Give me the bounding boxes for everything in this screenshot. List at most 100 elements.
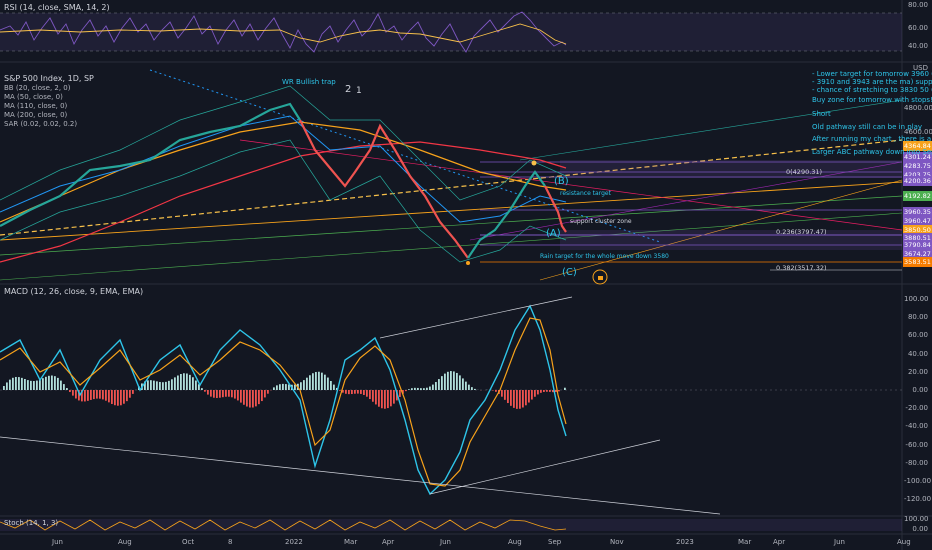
symbol-title[interactable]: S&P 500 Index, 1D, SP — [4, 74, 94, 83]
indicator-ma110[interactable]: MA (110, close, 0) — [4, 102, 68, 110]
price-tag: 3583.51 — [903, 257, 932, 267]
price-tag: 4192.82 — [903, 191, 932, 201]
macd-bar — [246, 390, 248, 407]
annotation-rain: Rain target for the whole move down 3580 — [540, 253, 669, 260]
macd-bar — [156, 381, 158, 390]
macd-bar — [384, 390, 386, 409]
macd-bar — [504, 390, 506, 400]
macd-bar — [153, 380, 155, 390]
bb-lower — [0, 139, 567, 263]
macd-bar — [198, 384, 200, 390]
macd-bar — [216, 390, 218, 399]
macd-bar — [294, 384, 296, 390]
macd-bar — [285, 384, 287, 390]
price-tag: 3880.51 — [903, 233, 932, 243]
macd-line — [0, 304, 567, 496]
price-tag: 4200.36 — [903, 176, 932, 186]
macd-bar — [201, 388, 203, 390]
macd-bar — [564, 387, 566, 390]
macd-bar — [30, 380, 32, 390]
rsi-axis-60: 60.00 — [907, 24, 928, 32]
indicator-sar[interactable]: SAR (0.02, 0.02, 0.2) — [4, 120, 78, 128]
time-axis-label: Jun — [52, 538, 63, 546]
wave-a: (A) — [546, 228, 561, 239]
time-axis-label: Jun — [834, 538, 845, 546]
annotation-support: support cluster zone — [570, 218, 632, 225]
macd-bar — [471, 387, 473, 390]
macd-bar — [204, 390, 206, 392]
wave-b: (B) — [554, 176, 569, 187]
macd-bar — [540, 390, 542, 393]
macd-bar — [333, 384, 335, 390]
macd-bar — [165, 381, 167, 390]
price-tag: 4364.84 — [903, 141, 932, 151]
indicator-bb[interactable]: BB (20, close, 2, 0) — [4, 84, 71, 92]
macd-bar — [117, 390, 119, 406]
note-8: Larger ABC pathway down into Sep — [812, 148, 932, 156]
macd-bar — [12, 377, 14, 390]
macd-bar — [288, 384, 290, 390]
annotation-two: 2 — [345, 84, 352, 95]
macd-bar — [255, 390, 257, 407]
macd-bar — [300, 382, 302, 390]
macd-bar — [342, 390, 344, 393]
indicator-ma200[interactable]: MA (200, close, 0) — [4, 111, 68, 119]
note-1: - Lower target for tomorrow 3960 (if — [812, 70, 932, 78]
macd-bar — [27, 380, 29, 390]
macd-axis-label: 40.00 — [907, 349, 928, 358]
macd-bar — [75, 390, 77, 399]
macd-axis-label: 80.00 — [907, 313, 928, 322]
stoch-k — [0, 519, 567, 531]
time-axis-label: Aug — [508, 538, 522, 546]
macd-bar — [309, 375, 311, 390]
fib-0: 0(4290.31) — [786, 168, 823, 176]
macd-bar — [33, 381, 35, 390]
macd-bar — [423, 388, 425, 390]
macd-axis-label: 60.00 — [907, 331, 928, 340]
macd-bar — [381, 390, 383, 409]
macd-bar — [360, 390, 362, 394]
rsi-ma-line — [0, 23, 567, 45]
stoch-axis-0: 0.00 — [912, 525, 928, 533]
rsi-line — [0, 11, 567, 53]
macd-bar — [558, 390, 560, 392]
macd-bar — [144, 381, 146, 390]
macd-bar — [546, 390, 548, 392]
macd-bar — [84, 390, 86, 402]
macd-bar — [225, 390, 227, 397]
time-axis-label: 8 — [228, 538, 233, 546]
macd-bar — [213, 390, 215, 398]
macd-bar — [279, 384, 281, 390]
macd-bar — [126, 390, 128, 402]
macd-bar — [372, 390, 374, 402]
macd-bar — [450, 371, 452, 390]
macd-bar — [507, 390, 509, 404]
macd-bar — [453, 371, 455, 390]
macd-bar — [54, 376, 56, 390]
macd-bar — [327, 377, 329, 390]
macd-bar — [261, 390, 263, 402]
macd-bar — [462, 378, 464, 390]
macd-bar — [444, 373, 446, 390]
macd-bar — [315, 371, 317, 390]
macd-bar — [363, 390, 365, 395]
macd-bar — [510, 390, 512, 406]
macd-bar — [189, 374, 191, 390]
macd-bar — [39, 379, 41, 390]
macd-bar — [222, 390, 224, 398]
macd-bar — [534, 390, 536, 397]
macd-bar — [438, 379, 440, 390]
macd-bar — [111, 390, 113, 404]
macd-bar — [435, 382, 437, 390]
macd-bar — [195, 380, 197, 390]
macd-bar — [414, 387, 416, 390]
macd-bar — [366, 390, 368, 397]
macd-bar — [105, 390, 107, 401]
macd-bar — [57, 377, 59, 390]
macd-bar — [273, 387, 275, 390]
macd-axis-label: 100.00 — [904, 295, 929, 303]
macd-bar — [219, 390, 221, 398]
indicator-ma50[interactable]: MA (50, close, 0) — [4, 93, 63, 101]
macd-axis-label: 20.00 — [907, 367, 928, 376]
